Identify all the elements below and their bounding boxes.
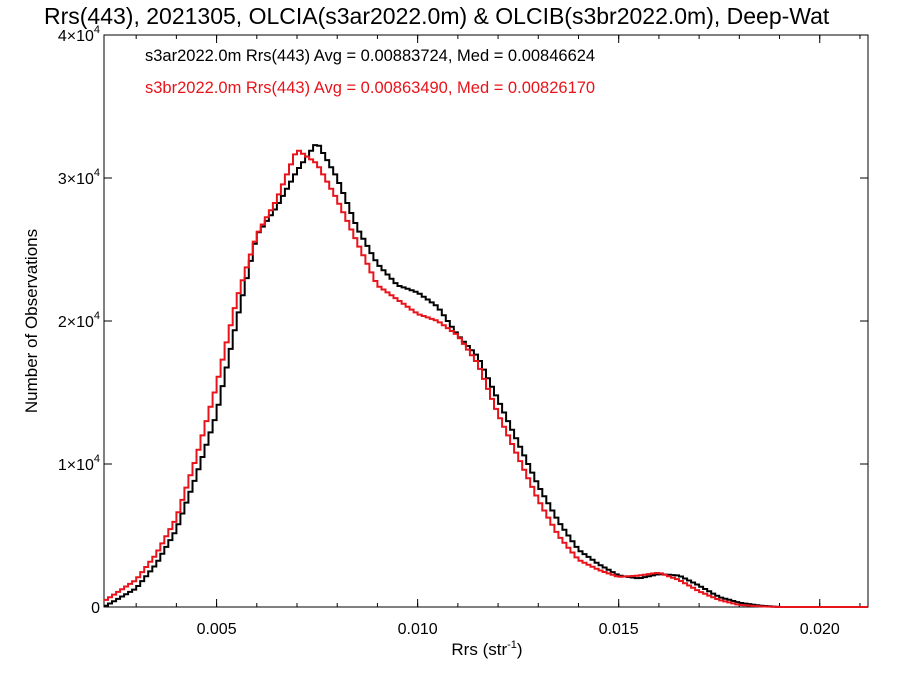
plot-frame (103, 34, 869, 608)
x-axis-ticks: 0.005 0.010 0.015 0.020 (135, 35, 861, 638)
y-axis-ticks: 0 1×104 2×104 3×104 4×104 (58, 24, 868, 617)
x-axis-label-main: Rrs (str (451, 640, 507, 659)
y-axis-label: Number of Observations (22, 229, 41, 413)
x-tick-label: 0.020 (800, 621, 840, 638)
legend-entry-2: s3br2022.0m Rrs(443) Avg = 0.00863490, M… (145, 79, 595, 97)
x-axis-label-close: ) (517, 640, 523, 659)
y-tick-label: 4×104 (58, 24, 100, 45)
y-tick-label: 0 (91, 600, 100, 617)
x-tick-label: 0.015 (599, 621, 639, 638)
legend-entry-1: s3ar2022.0m Rrs(443) Avg = 0.00883724, M… (145, 47, 595, 65)
chart-title: Rrs(443), 2021305, OLCIA(s3ar2022.0m) & … (44, 3, 830, 29)
y-tick-label: 2×104 (58, 310, 100, 331)
x-tick-label: 0.005 (197, 621, 237, 638)
series-line-1 (104, 144, 868, 608)
y-tick-label: 1×104 (58, 453, 100, 474)
x-axis-label-sup: -1 (507, 639, 517, 651)
series-group (104, 144, 868, 608)
y-tick-label: 3×104 (58, 167, 100, 188)
x-axis-label: Rrs (str-1) (451, 639, 522, 659)
series-line-2 (104, 149, 868, 608)
x-tick-label: 0.010 (398, 621, 438, 638)
